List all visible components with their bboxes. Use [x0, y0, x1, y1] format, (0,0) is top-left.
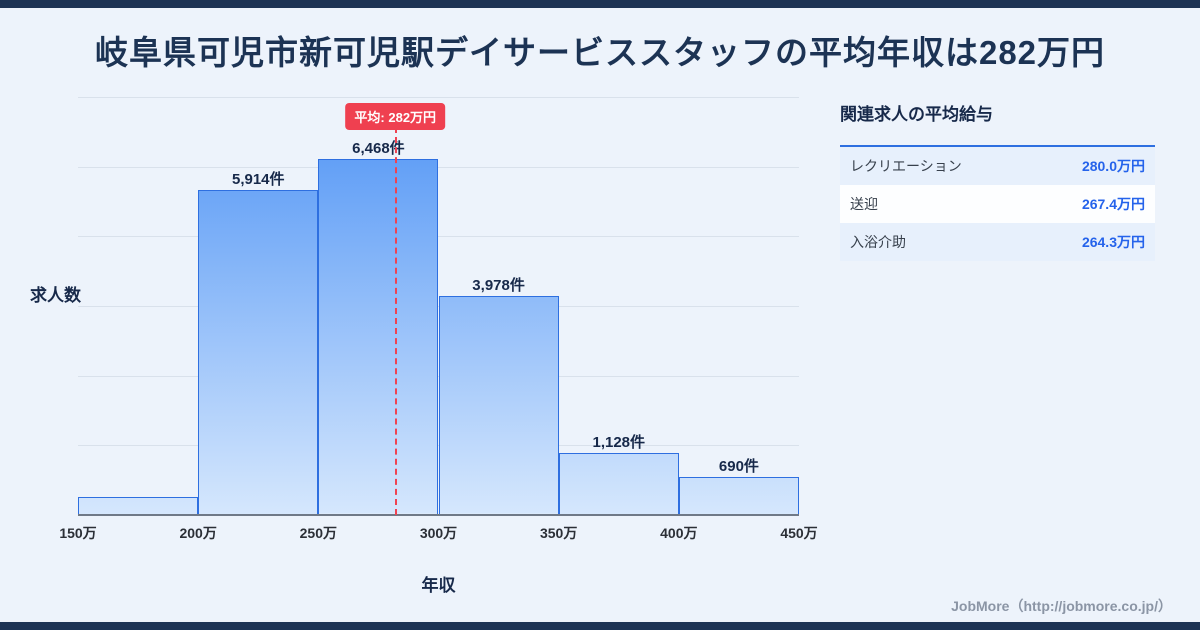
job-salary-cell: 264.3万円 — [1081, 234, 1145, 250]
footer-credit: JobMore（http://jobmore.co.jp/） — [951, 598, 1172, 614]
bar-value-label: 6,468件 — [352, 140, 405, 158]
gridline — [78, 236, 799, 238]
histogram-bar — [318, 159, 439, 515]
bar-value-label: 1,128件 — [592, 433, 646, 451]
salary-histogram: 5,914件 6,468件 3,978件 1,128件 690件 150万 200万 250万… — [59, 97, 818, 541]
x-tick-label: 200万 — [179, 525, 217, 541]
job-name-cell: 入浴介助 — [850, 234, 906, 250]
table-row: レクリエーション 280.0万円 — [840, 146, 1155, 185]
histogram-bar — [78, 496, 199, 515]
top-accent-bar — [0, 0, 1200, 8]
x-tick-label: 350万 — [539, 525, 578, 541]
related-jobs-panel: 関連求人の平均給与 レクリエーション 280.0万円送迎 267.4万円入浴介助 26… — [840, 100, 1155, 261]
x-tick-label: 150万 — [59, 525, 97, 541]
histogram-bar — [558, 452, 679, 515]
histogram-bar — [438, 296, 559, 515]
page-title: 岐阜県可児市新可児駅デイサービススタッフの平均年収は282万円 — [94, 34, 1106, 71]
x-tick-label: 400万 — [660, 525, 698, 541]
average-badge: 平均: 282万円 — [345, 103, 446, 130]
bottom-accent-bar — [0, 622, 1200, 630]
gridline — [78, 166, 799, 168]
bar-value-label: 3,978件 — [472, 277, 525, 295]
x-tick-label: 250万 — [299, 525, 338, 541]
panel-title: 関連求人の平均給与 — [840, 105, 993, 124]
histogram-bar — [678, 477, 799, 515]
histogram-bar — [198, 189, 319, 515]
table-row: 送迎 267.4万円 — [840, 185, 1155, 223]
related-jobs-table: レクリエーション 280.0万円送迎 267.4万円入浴介助 264.3万円 — [840, 145, 1155, 261]
x-axis-label: 年収 — [421, 576, 456, 595]
x-tick-label: 450万 — [780, 525, 818, 541]
job-salary-cell: 267.4万円 — [1081, 196, 1145, 212]
y-axis-label: 求人数 — [30, 286, 81, 305]
table-row: 入浴介助 264.3万円 — [840, 223, 1155, 261]
average-line — [395, 127, 398, 515]
job-name-cell: レクリエーション — [850, 158, 962, 174]
bar-value-label: 690件 — [718, 458, 759, 476]
job-salary-cell: 280.0万円 — [1081, 158, 1145, 174]
x-axis-line — [78, 514, 799, 516]
x-tick-label: 300万 — [419, 525, 458, 541]
bar-value-label: 5,914件 — [231, 170, 285, 188]
gridline — [78, 97, 799, 98]
job-name-cell: 送迎 — [850, 196, 878, 212]
